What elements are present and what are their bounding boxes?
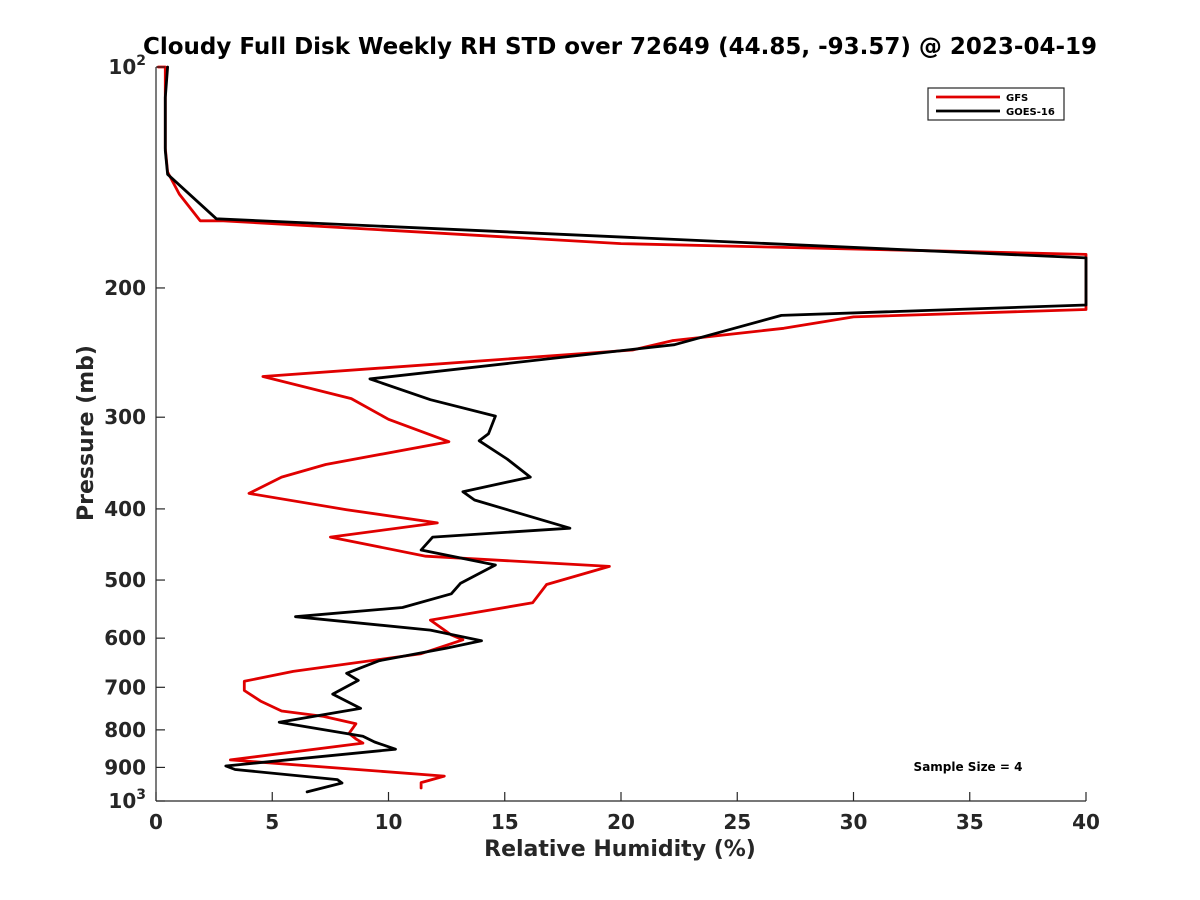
series-layer: [156, 65, 1088, 794]
series-line-goes-16: [163, 65, 1088, 794]
x-tick-label: 0: [149, 810, 163, 834]
y-tick-label: 103: [108, 787, 146, 813]
x-tick-label: 40: [1072, 810, 1100, 834]
legend-box: [927, 87, 1065, 121]
x-tick-label: 15: [491, 810, 519, 834]
tick-layer: 0 5 10 15 20 25 30 35 40 102 200 300 400 500 600 700 800…: [104, 53, 1100, 834]
legend-label-goes-16: GOES-16: [1006, 107, 1055, 118]
x-tick-label: 25: [723, 810, 751, 834]
y-tick-label: 400: [104, 497, 146, 521]
x-tick-label: 20: [607, 810, 635, 834]
legend-label-gfs: GFS: [1006, 93, 1028, 104]
y-tick-label: 200: [104, 276, 146, 300]
chart-title: Cloudy Full Disk Weekly RH STD over 7264…: [143, 34, 1097, 60]
y-tick-label: 800: [104, 718, 146, 742]
x-tick-label: 10: [375, 810, 403, 834]
series-line-gfs: [156, 65, 1088, 790]
y-tick-label: 500: [104, 568, 146, 592]
y-tick-label: 600: [104, 626, 146, 650]
x-axis-label: Relative Humidity (%): [484, 837, 756, 862]
y-axis-label: Pressure (mb): [74, 345, 99, 521]
sample-size-annotation: Sample Size = 4: [914, 760, 1023, 774]
y-tick-label: 900: [104, 755, 146, 779]
x-tick-label: 5: [265, 810, 279, 834]
legend: GFS GOES-16: [927, 87, 1065, 121]
y-tick-label: 102: [108, 53, 146, 79]
y-tick-label: 700: [104, 675, 146, 699]
y-tick-label: 300: [104, 405, 146, 429]
x-tick-label: 30: [840, 810, 868, 834]
x-tick-label: 35: [956, 810, 984, 834]
